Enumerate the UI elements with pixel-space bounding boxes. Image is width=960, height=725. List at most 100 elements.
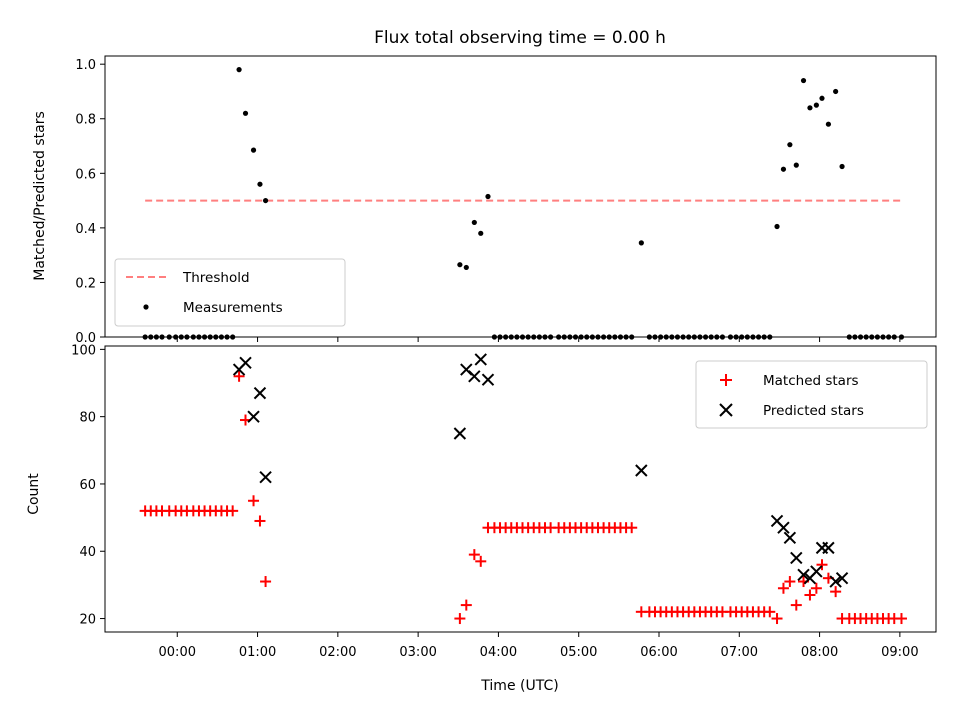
bottom-legend: Matched stars Predicted stars (695, 360, 928, 429)
measurement-point (819, 95, 825, 101)
matched-star-point (771, 613, 783, 625)
bottom-y-axis-label: Count (26, 473, 42, 515)
predicted-star-point (635, 464, 648, 477)
y-tick-label: 20 (79, 613, 96, 628)
measurement-point (787, 142, 793, 148)
matched-star-point (626, 522, 638, 534)
measurement-point (471, 219, 477, 226)
predicted-star-point (239, 356, 252, 370)
measurement-point (813, 102, 819, 108)
measurement-point (485, 193, 491, 200)
bottom-y-axis: 20 40 60 80 100 (71, 343, 105, 628)
matched-star-point (790, 599, 802, 611)
matched-star-point (830, 586, 842, 598)
measurement-point (825, 121, 832, 127)
top-plot-frame (104, 55, 937, 338)
y-tick-label: 100 (71, 343, 96, 358)
predicted-star-point (783, 531, 797, 544)
y-tick-label: 1.0 (75, 58, 96, 73)
x-tick-label: 01:00 (239, 645, 276, 660)
matched-star-point (260, 576, 272, 588)
predicted-star-point (835, 571, 849, 585)
matched-star-point (810, 582, 822, 594)
legend-matched-label: Matched stars (763, 373, 859, 389)
predicted-star-point (822, 541, 835, 555)
legend-predicted-swatch (719, 403, 733, 417)
top-y-axis-label: Matched/Predicted stars (32, 111, 48, 281)
matched-star-point (468, 549, 480, 561)
y-tick-label: 0.8 (75, 113, 96, 128)
x-tick-label: 00:00 (159, 645, 196, 660)
y-tick-label: 0.4 (75, 222, 96, 237)
top-x-ticks (176, 337, 901, 342)
y-tick-label: 60 (79, 478, 96, 493)
measurement-point (262, 197, 269, 204)
bottom-legend-box (695, 360, 928, 429)
legend-predicted-label: Predicted stars (763, 403, 864, 419)
predicted-star-point (829, 575, 842, 588)
bottom-x-axis-label: Time (UTC) (480, 678, 558, 694)
legend-measurements-swatch (143, 304, 149, 310)
x-tick-label: 06:00 (640, 645, 677, 660)
predicted-star-point (790, 551, 803, 565)
measurement-point (839, 163, 845, 170)
y-tick-label: 0.6 (75, 167, 96, 182)
matched-star-point (816, 559, 828, 571)
x-tick-label: 02:00 (319, 645, 356, 660)
measurement-point (833, 88, 839, 95)
matched-star-point (784, 576, 796, 588)
legend-threshold-label: Threshold (182, 270, 250, 286)
measurement-point (793, 162, 799, 168)
predicted-star-point (253, 386, 267, 400)
x-tick-label: 07:00 (721, 645, 758, 660)
top-legend: Threshold Measurements (114, 258, 346, 327)
y-tick-label: 80 (79, 411, 96, 426)
measurement-point (242, 110, 249, 116)
measurement-point (236, 67, 242, 73)
matched-star-point (764, 606, 776, 618)
top-legend-box (114, 258, 346, 327)
measurement-point (457, 262, 463, 268)
x-tick-label: 04:00 (480, 645, 517, 660)
matched-star-point (454, 613, 466, 625)
measurement-point (257, 181, 263, 187)
measurement-point (807, 105, 813, 111)
predicted-star-point (474, 353, 487, 366)
measurement-point (250, 147, 257, 153)
x-tick-label: 08:00 (801, 645, 838, 660)
x-tick-label: 03:00 (399, 645, 436, 660)
matched-star-point (460, 599, 472, 611)
measurement-point (774, 223, 780, 230)
matched-star-point (777, 582, 789, 594)
matched-star-point (804, 589, 816, 601)
y-tick-label: 40 (79, 545, 96, 560)
predicted-star-point (481, 373, 495, 386)
predicted-star-point (810, 565, 823, 578)
predicted-star-point (797, 568, 810, 582)
predicted-star-point (468, 370, 481, 383)
predicted-star-point (259, 471, 272, 484)
measurement-point (780, 166, 787, 172)
y-tick-label: 0.2 (75, 276, 96, 291)
bottom-plot-frame (104, 345, 937, 633)
measurement-point (463, 264, 469, 271)
y-tick-label: 0.0 (75, 331, 96, 346)
legend-measurements-label: Measurements (183, 300, 283, 316)
x-tick-label: 05:00 (560, 645, 597, 660)
measurement-point (478, 230, 484, 236)
matched-star-point (895, 613, 907, 625)
measurement-point (800, 77, 807, 84)
measurement-point (638, 240, 644, 246)
matched-star-point (254, 515, 266, 527)
bottom-points-layer (139, 353, 907, 625)
predicted-star-point (247, 410, 260, 423)
matched-star-point (475, 555, 487, 567)
x-tick-label: 09:00 (881, 645, 918, 660)
matched-star-point (248, 495, 260, 507)
matched-star-point (233, 370, 245, 382)
chart-title: Flux total observing time = 0.00 h (374, 28, 666, 48)
predicted-star-point (777, 521, 790, 534)
matched-star-point (227, 505, 239, 517)
bottom-x-axis: 00:00 01:00 02:00 03:00 04:00 05:00 06:00 07:00… (159, 632, 919, 660)
